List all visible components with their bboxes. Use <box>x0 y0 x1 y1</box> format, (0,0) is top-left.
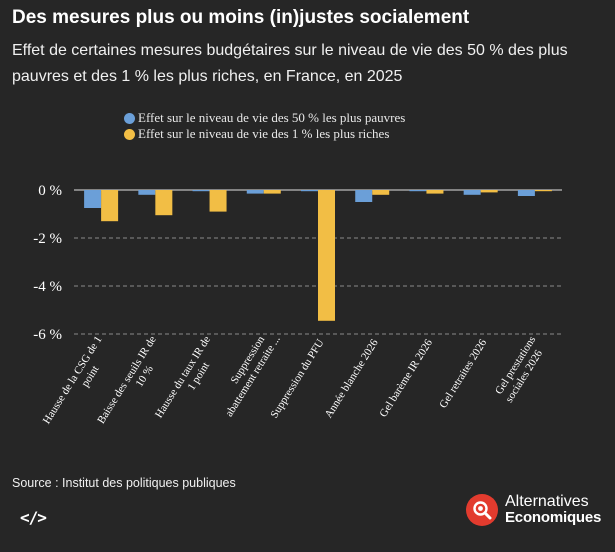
bar-rich[interactable] <box>426 190 444 194</box>
y-tick-label: -4 % <box>33 279 62 295</box>
x-tick-label: Année blanche 2026 <box>323 337 381 420</box>
bar-rich[interactable] <box>263 190 281 194</box>
legend: Effet sur le niveau de vie des 50 % les … <box>124 110 405 142</box>
bar-poor[interactable] <box>246 190 264 194</box>
x-tick-label: Gel retraites 2026 <box>437 337 489 411</box>
bar-rich[interactable] <box>372 190 390 195</box>
chart-title: Des mesures plus ou moins (in)justes soc… <box>12 7 470 28</box>
bar-rich[interactable] <box>480 190 498 193</box>
embed-code-icon[interactable]: </> <box>20 508 47 527</box>
bar-poor[interactable] <box>517 190 535 196</box>
bar-rich[interactable] <box>318 190 335 321</box>
legend-dot-poor <box>124 112 135 124</box>
legend-label-rich: Effet sur le niveau de vie des 1 % les p… <box>138 126 390 141</box>
bar-poor[interactable] <box>409 190 427 192</box>
logo-text-line2: Economiques <box>505 509 602 526</box>
bar-rich[interactable] <box>101 190 119 222</box>
bars <box>84 190 552 321</box>
legend-label-poor: Effet sur le niveau de vie des 50 % les … <box>138 110 406 125</box>
bar-rich[interactable] <box>155 190 173 216</box>
y-tick-label: -2 % <box>33 231 62 247</box>
legend-item-rich[interactable]: Effet sur le niveau de vie des 1 % les p… <box>124 126 405 142</box>
y-axis-ticks: 0 % -2 % -4 % -6 % <box>33 183 62 343</box>
bar-rich[interactable] <box>209 190 227 212</box>
y-tick-label: -6 % <box>33 327 62 343</box>
y-tick-label: 0 % <box>38 183 62 199</box>
x-tick-label: Gel prestationssociales 2026 <box>492 334 549 405</box>
x-tick-label: Hausse du taux IR de1 point <box>153 334 224 427</box>
logo-text-line1: Alternatives <box>505 493 589 510</box>
bar-chart: 0 % -2 % -4 % -6 % Hausse de la CSG de 1poi… <box>33 183 562 427</box>
x-tick-label: Suppressionabattement retraite ... <box>212 327 283 419</box>
legend-item-poor[interactable]: Effet sur le niveau de vie des 50 % les … <box>124 110 405 126</box>
bar-poor[interactable] <box>355 190 373 202</box>
source-note: Source : Institut des politiques publiqu… <box>12 476 236 490</box>
bar-poor[interactable] <box>463 190 481 195</box>
chart-subtitle: Effet de certaines mesures budgétaires s… <box>12 42 568 85</box>
x-tick-label: Suppression du PFU <box>268 337 326 420</box>
magnifier-icon <box>466 494 498 526</box>
legend-dot-rich <box>124 128 135 140</box>
bar-poor[interactable] <box>138 190 156 195</box>
x-tick-label: Gel barème IR 2026 <box>377 337 435 420</box>
bar-poor[interactable] <box>192 190 210 192</box>
bar-poor[interactable] <box>84 190 102 208</box>
bar-rich[interactable] <box>534 190 552 192</box>
bar-poor[interactable] <box>301 190 318 192</box>
brand-logo[interactable]: Alternatives Economiques <box>466 494 601 526</box>
